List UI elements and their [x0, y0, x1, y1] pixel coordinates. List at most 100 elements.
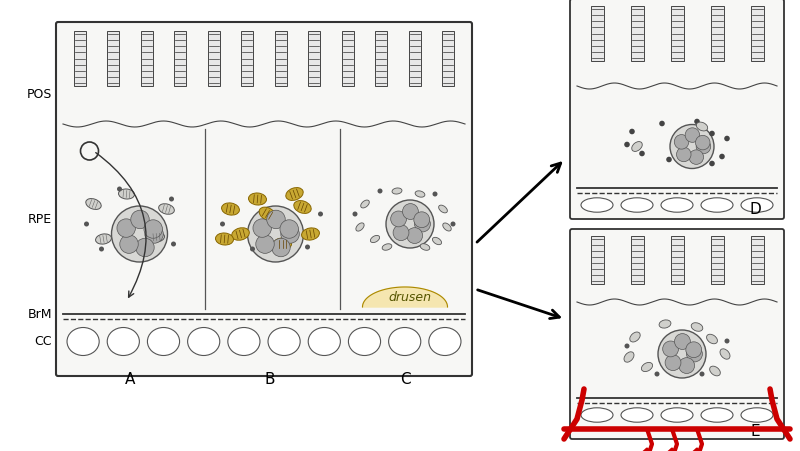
Ellipse shape [433, 238, 442, 245]
Ellipse shape [632, 142, 642, 152]
Circle shape [719, 154, 725, 160]
Ellipse shape [710, 366, 720, 376]
Circle shape [120, 235, 138, 254]
Circle shape [450, 222, 455, 227]
FancyBboxPatch shape [56, 23, 472, 376]
Circle shape [670, 125, 714, 169]
Circle shape [280, 220, 298, 239]
Ellipse shape [274, 239, 291, 250]
Circle shape [117, 219, 135, 238]
Circle shape [433, 192, 438, 197]
Ellipse shape [741, 198, 773, 213]
Ellipse shape [259, 207, 276, 221]
Ellipse shape [356, 223, 364, 232]
Circle shape [725, 339, 730, 344]
Ellipse shape [696, 123, 708, 132]
Circle shape [658, 330, 706, 378]
Circle shape [390, 212, 406, 227]
Circle shape [402, 204, 418, 220]
Circle shape [144, 220, 162, 239]
Ellipse shape [630, 332, 640, 342]
Bar [174, 32, 186, 87]
Circle shape [130, 211, 150, 229]
Circle shape [84, 222, 89, 227]
Ellipse shape [701, 408, 733, 422]
Ellipse shape [642, 363, 653, 372]
Ellipse shape [222, 203, 239, 216]
Ellipse shape [389, 328, 421, 356]
Bar [750, 236, 763, 285]
Ellipse shape [361, 201, 370, 208]
Ellipse shape [215, 234, 234, 245]
Circle shape [136, 239, 154, 257]
Ellipse shape [232, 228, 250, 241]
Text: D: D [749, 202, 761, 217]
Bar [442, 32, 454, 87]
Bar [409, 32, 421, 87]
Bar [710, 236, 723, 285]
Ellipse shape [691, 323, 703, 331]
Circle shape [250, 247, 255, 252]
Circle shape [318, 212, 323, 217]
Ellipse shape [286, 188, 303, 201]
Ellipse shape [429, 328, 461, 356]
FancyBboxPatch shape [570, 0, 784, 220]
Circle shape [662, 341, 678, 357]
Bar [750, 7, 763, 62]
Text: A: A [125, 372, 135, 387]
Text: B: B [265, 372, 275, 387]
Ellipse shape [624, 352, 634, 363]
Ellipse shape [621, 198, 653, 213]
Circle shape [695, 136, 710, 151]
Circle shape [266, 211, 286, 229]
Ellipse shape [392, 189, 402, 195]
Circle shape [696, 140, 710, 154]
Circle shape [169, 197, 174, 202]
Bar [208, 32, 220, 87]
Ellipse shape [581, 408, 613, 422]
Circle shape [654, 372, 659, 377]
Text: drusen: drusen [389, 291, 431, 304]
Circle shape [674, 135, 689, 150]
Circle shape [694, 120, 700, 125]
Ellipse shape [188, 328, 220, 356]
Ellipse shape [294, 201, 311, 214]
Circle shape [117, 187, 122, 192]
Circle shape [659, 121, 665, 127]
Circle shape [256, 235, 274, 254]
Circle shape [639, 152, 645, 157]
Ellipse shape [720, 349, 730, 359]
Circle shape [393, 225, 409, 241]
Ellipse shape [706, 335, 718, 344]
Text: E: E [750, 423, 760, 438]
Circle shape [253, 219, 271, 238]
Ellipse shape [370, 236, 379, 243]
Ellipse shape [415, 191, 425, 198]
Circle shape [689, 151, 703, 165]
Ellipse shape [442, 224, 451, 231]
Circle shape [378, 189, 382, 194]
Ellipse shape [86, 199, 102, 210]
Circle shape [686, 342, 702, 358]
Ellipse shape [249, 193, 266, 206]
Ellipse shape [581, 198, 613, 213]
Bar [710, 7, 723, 62]
Text: POS: POS [26, 88, 52, 101]
Ellipse shape [308, 328, 340, 356]
Bar [74, 32, 86, 87]
Circle shape [666, 157, 672, 163]
Circle shape [678, 358, 694, 374]
Circle shape [220, 222, 225, 227]
Ellipse shape [228, 328, 260, 356]
Circle shape [710, 131, 715, 137]
Ellipse shape [149, 232, 165, 243]
Ellipse shape [158, 204, 174, 215]
Circle shape [99, 247, 104, 252]
Bar [141, 32, 153, 87]
Ellipse shape [438, 206, 447, 213]
Ellipse shape [420, 244, 430, 251]
Ellipse shape [107, 328, 139, 356]
Circle shape [171, 242, 176, 247]
Circle shape [386, 201, 434, 249]
Circle shape [305, 245, 310, 250]
